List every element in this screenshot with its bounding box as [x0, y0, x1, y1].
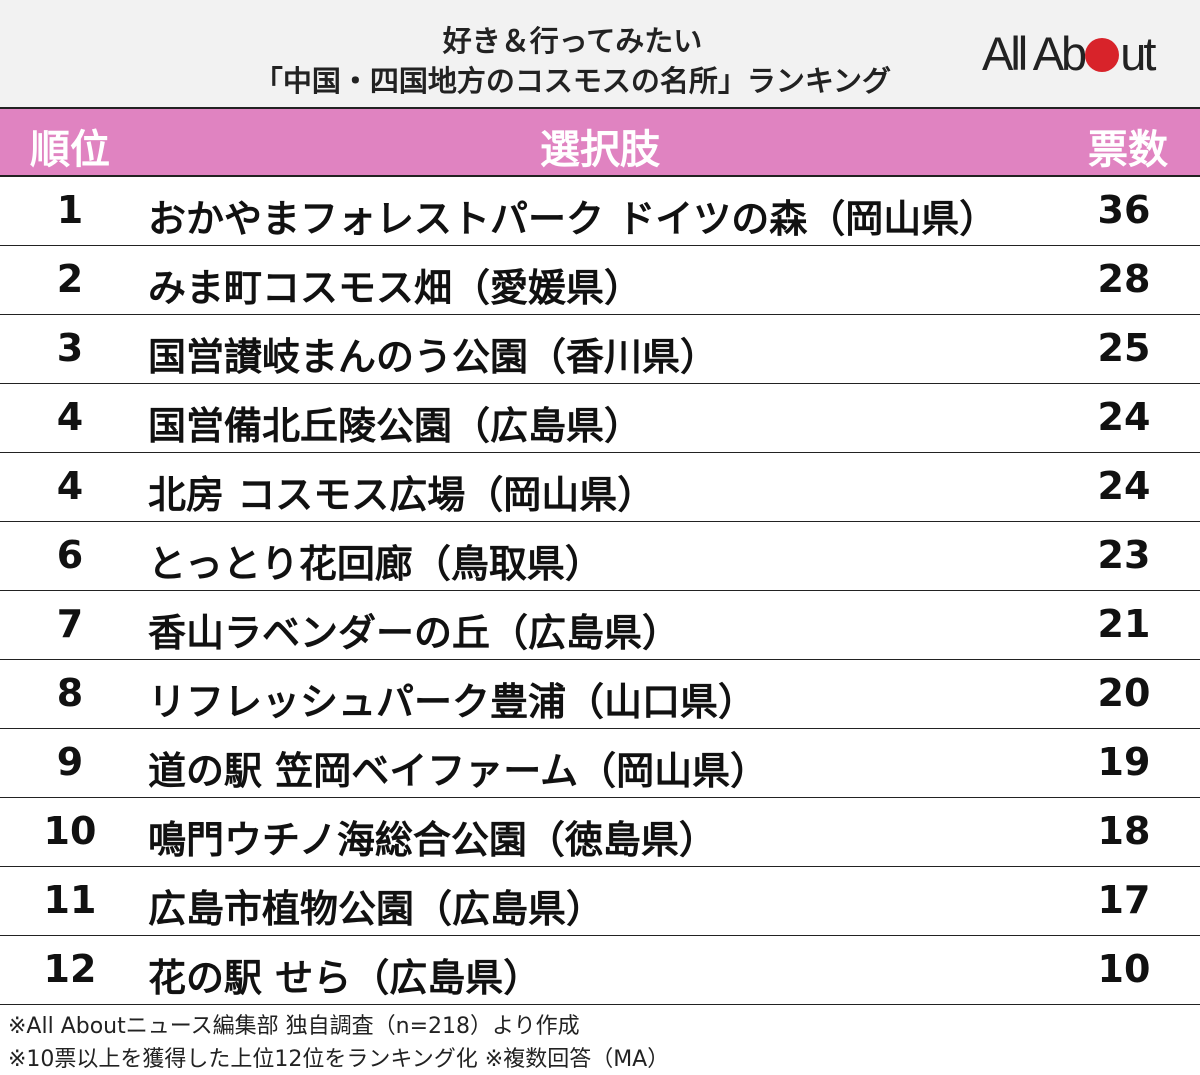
votes-cell: 24 [1097, 464, 1151, 508]
rank-cell: 9 [56, 740, 84, 784]
rank-cell: 4 [56, 464, 84, 508]
table-row: 4 国営備北丘陵公園（広島県） 24 [0, 384, 1200, 453]
choice-cell: リフレッシュパーク豊浦（山口県） [148, 680, 757, 724]
rank-cell: 1 [56, 188, 84, 232]
rank-cell: 6 [56, 533, 84, 577]
choice-cell: 国営讃岐まんのう公園（香川県） [148, 335, 719, 379]
table-body: 1 おかやまフォレストパーク ドイツの森（岡山県） 36 2 みま町コスモス畑（愛媛県）… [0, 177, 1200, 1005]
votes-cell: 19 [1097, 740, 1151, 784]
choice-cell: おかやまフォレストパーク ドイツの森（岡山県） [148, 197, 998, 241]
header-choice: 選択肢 [540, 127, 660, 173]
table-row: 11 広島市植物公園（広島県） 17 [0, 867, 1200, 936]
rank-cell: 2 [56, 257, 84, 301]
header-votes: 票数 [1088, 127, 1168, 173]
choice-cell: 花の駅 せら（広島県） [148, 956, 542, 1000]
votes-cell: 21 [1097, 602, 1151, 646]
votes-cell: 24 [1097, 395, 1151, 439]
table-row: 8 リフレッシュパーク豊浦（山口県） 20 [0, 660, 1200, 729]
table-header: 順位 選択肢 票数 [0, 109, 1200, 177]
table-row: 7 香山ラベンダーの丘（広島県） 21 [0, 591, 1200, 660]
table-row: 2 みま町コスモス畑（愛媛県） 28 [0, 246, 1200, 315]
title-line-2: 「中国・四国地方のコスモスの名所」ランキング [253, 64, 892, 98]
votes-cell: 28 [1097, 257, 1151, 301]
table-row: 6 とっとり花回廊（鳥取県） 23 [0, 522, 1200, 591]
footnote-1: ※All Aboutニュース編集部 独自調査（n=218）より作成 [8, 1014, 580, 1039]
choice-cell: 香山ラベンダーの丘（広島県） [148, 611, 681, 655]
votes-cell: 18 [1097, 809, 1151, 853]
votes-cell: 36 [1097, 188, 1151, 232]
choice-cell: みま町コスモス畑（愛媛県） [148, 266, 643, 310]
choice-cell: 国営備北丘陵公園（広島県） [148, 404, 643, 448]
table-row: 9 道の駅 笠岡ベイファーム（岡山県） 19 [0, 729, 1200, 798]
rank-cell: 12 [43, 947, 97, 991]
rank-cell: 7 [56, 602, 84, 646]
table-row: 10 鳴門ウチノ海総合公園（徳島県） 18 [0, 798, 1200, 867]
votes-cell: 23 [1097, 533, 1151, 577]
header-rank: 順位 [30, 127, 110, 173]
rank-cell: 11 [43, 878, 97, 922]
logo-dot-icon [1085, 38, 1120, 72]
rank-cell: 3 [56, 326, 84, 370]
rank-cell: 10 [43, 809, 97, 853]
choice-cell: 鳴門ウチノ海総合公園（徳島県） [148, 818, 717, 862]
title-line-1: 好き＆行ってみたい [442, 24, 703, 58]
choice-cell: とっとり花回廊（鳥取県） [148, 542, 603, 586]
choice-cell: 道の駅 笠岡ベイファーム（岡山県） [148, 749, 769, 793]
table-row: 1 おかやまフォレストパーク ドイツの森（岡山県） 36 [0, 177, 1200, 246]
table-row: 4 北房 コスモス広場（岡山県） 24 [0, 453, 1200, 522]
title-band: 好き＆行ってみたい 「中国・四国地方のコスモスの名所」ランキング All Ab u… [0, 0, 1200, 109]
votes-cell: 17 [1097, 878, 1151, 922]
rank-cell: 4 [56, 395, 84, 439]
votes-cell: 20 [1097, 671, 1151, 715]
table-row: 3 国営讃岐まんのう公園（香川県） 25 [0, 315, 1200, 384]
rank-cell: 8 [56, 671, 84, 715]
choice-cell: 北房 コスモス広場（岡山県） [148, 473, 656, 517]
footnote-2: ※10票以上を獲得した上位12位をランキング化 ※複数回答（MA） [8, 1047, 670, 1072]
votes-cell: 10 [1097, 947, 1151, 991]
choice-cell: 広島市植物公園（広島県） [148, 887, 605, 931]
table-row: 12 花の駅 せら（広島県） 10 [0, 936, 1200, 1005]
votes-cell: 25 [1097, 326, 1151, 370]
all-about-logo: All Ab ut [982, 27, 1156, 80]
